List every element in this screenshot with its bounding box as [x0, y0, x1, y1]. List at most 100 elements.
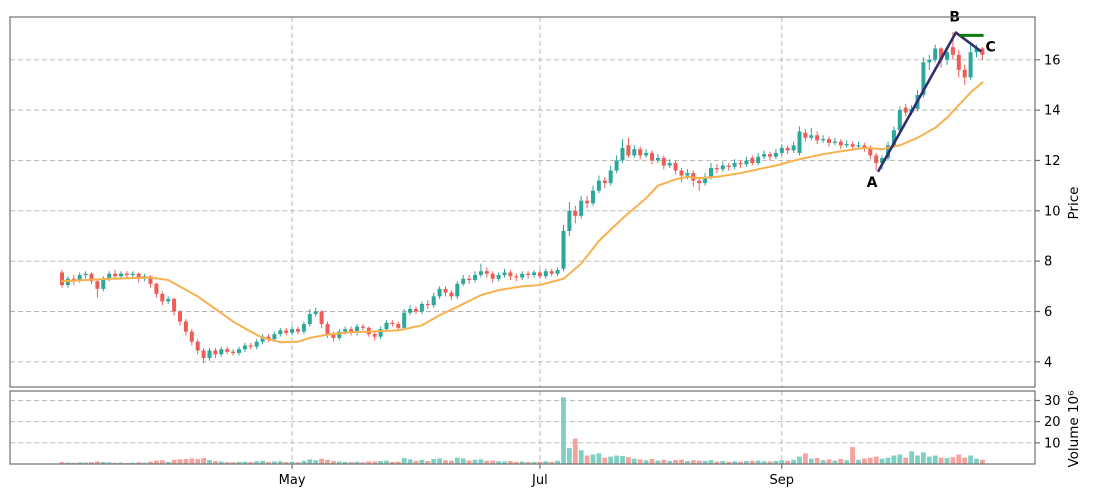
candle-body	[756, 156, 761, 163]
candle-body	[231, 351, 236, 354]
volume-bar	[631, 458, 637, 464]
candle-body	[797, 131, 802, 153]
candle-body	[183, 321, 188, 332]
volume-bar	[897, 454, 903, 464]
candle-body	[891, 130, 896, 146]
volume-panel-frame	[9, 390, 1036, 465]
candle-body	[266, 336, 271, 340]
volume-bar	[797, 456, 802, 464]
price-tick-label: 8	[1044, 255, 1052, 270]
volume-bar	[183, 458, 189, 464]
axes-and-ticks: 4 6 8 10 12 14 16 10 20 30 May Jul Sep	[9, 16, 1061, 488]
volume-bar	[602, 457, 608, 464]
candle-body	[213, 350, 218, 355]
volume-bar	[767, 461, 773, 464]
volume-bar	[248, 462, 254, 464]
candle-body	[549, 271, 554, 274]
volume-bar	[313, 460, 319, 464]
candle-body	[880, 157, 885, 163]
volume-bar	[649, 458, 655, 464]
volume-bar	[980, 459, 985, 464]
volume-bar	[218, 461, 224, 464]
volume-bar	[974, 458, 979, 464]
candle-body	[821, 139, 826, 141]
candle-body	[968, 52, 973, 78]
moving-average	[61, 81, 984, 344]
candle-body	[402, 312, 407, 328]
volume-bar	[885, 457, 891, 464]
volume-bar	[820, 460, 826, 464]
volume-bar	[531, 461, 537, 464]
candle-body	[237, 349, 241, 354]
candle-body	[119, 273, 123, 277]
candle-body	[425, 303, 430, 306]
gridlines	[10, 17, 1035, 464]
volume-bar	[502, 461, 507, 464]
candle-body	[390, 322, 395, 325]
volume-bar	[413, 460, 419, 464]
volume-bar	[773, 461, 779, 464]
volume-bar	[207, 459, 212, 464]
candle-body	[561, 230, 566, 269]
candle-body	[744, 160, 749, 165]
volume-bar	[549, 461, 555, 464]
volume-bar	[655, 460, 661, 464]
volume-bar	[679, 459, 684, 464]
candle-body	[337, 331, 342, 338]
volume-bar	[932, 455, 938, 464]
volume-bar	[242, 461, 248, 464]
volume-bar	[814, 458, 820, 464]
candle-body	[60, 272, 64, 286]
volume-bar	[856, 459, 861, 464]
candle-body	[396, 324, 401, 328]
candle-body	[201, 350, 206, 359]
volume-bar	[71, 462, 77, 464]
volume-bar	[944, 458, 950, 464]
candle-body	[785, 147, 790, 151]
candle-body	[573, 210, 578, 216]
volume-bar	[283, 462, 289, 464]
volume-bar	[195, 459, 201, 464]
volume-bars	[59, 397, 985, 464]
volume-bar	[637, 459, 643, 464]
volume-bar	[785, 460, 791, 464]
volume-bar	[254, 461, 260, 464]
volume-bar	[449, 460, 454, 464]
volume-bar	[903, 457, 909, 464]
volume-bar	[154, 460, 159, 464]
volume-bar	[572, 438, 578, 464]
volume-bar	[867, 457, 873, 464]
candle-body	[632, 149, 637, 156]
candle-body	[272, 334, 277, 340]
volume-bar	[673, 459, 678, 464]
candle-body	[307, 314, 312, 325]
volume-bar	[838, 458, 844, 464]
candle-body	[360, 326, 365, 328]
candle-body	[408, 308, 413, 313]
abc-annotations: ABC	[867, 10, 996, 191]
volume-bar	[266, 461, 271, 464]
volume-bar	[879, 458, 885, 464]
volume-bar	[950, 457, 956, 464]
volume-bar	[378, 461, 383, 464]
volume-bar	[555, 460, 560, 464]
price-panel-frame	[9, 16, 1036, 388]
volume-bar	[513, 461, 519, 464]
volume-bar	[519, 461, 525, 464]
candle-body	[301, 324, 306, 332]
volume-bar	[59, 462, 65, 464]
candle-body	[980, 48, 985, 55]
candle-body	[160, 293, 165, 302]
candle-body	[172, 298, 177, 312]
volume-bar	[909, 451, 914, 464]
volume-bar	[714, 461, 720, 464]
volume-bar	[407, 459, 413, 464]
volume-bar	[926, 456, 932, 464]
volume-bar	[690, 460, 696, 464]
volume-bar	[77, 462, 83, 464]
candle-body	[89, 273, 94, 282]
candle-body	[77, 274, 82, 281]
volume-bar	[230, 462, 236, 464]
volume-bar	[578, 450, 584, 464]
